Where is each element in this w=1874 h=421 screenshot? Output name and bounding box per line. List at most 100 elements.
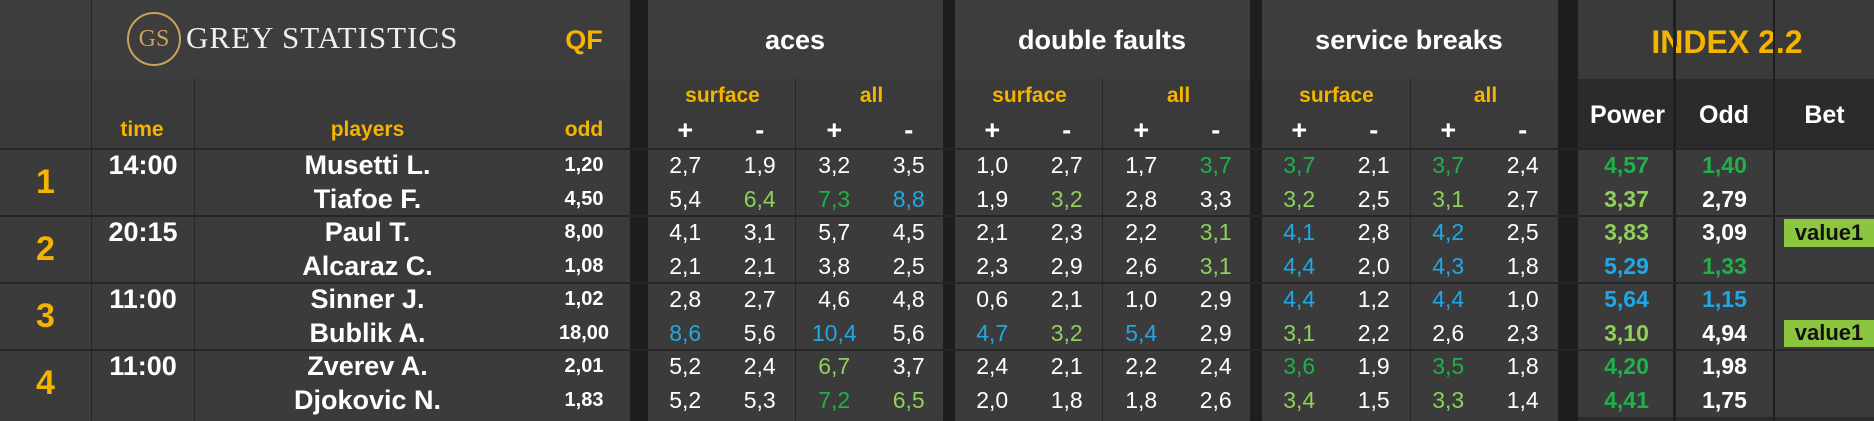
power-value: 4,41: [1604, 386, 1649, 413]
stat-value: 1,8: [1506, 353, 1539, 380]
stat-value: 1,0: [976, 152, 1009, 179]
stat-value: 3,7: [1199, 152, 1232, 179]
stat-value: 2,9: [1199, 286, 1232, 313]
match-rank: 3: [36, 297, 55, 335]
player-odd: 4,50: [564, 187, 604, 210]
player-name: Bublik A.: [309, 317, 426, 348]
index-odd-value: 3,09: [1702, 219, 1747, 246]
power-value: 3,83: [1604, 219, 1649, 246]
stat-value: 4,5: [892, 219, 925, 246]
match-time: 20:15: [108, 217, 178, 248]
group-double-faults: double faults: [1018, 24, 1186, 55]
row-separator: [0, 215, 1874, 217]
stat-value: 1,0: [1506, 286, 1539, 313]
stat-value: 3,1: [1283, 319, 1316, 346]
player-name: Tiafoe F.: [313, 183, 422, 214]
stat-value: 3,1: [1199, 252, 1232, 279]
bet-badge: value1: [1784, 319, 1874, 347]
stat-value: 2,2: [1125, 219, 1158, 246]
round-label: QF: [565, 24, 603, 55]
stat-value: 3,6: [1283, 353, 1316, 380]
stat-value: 5,2: [669, 353, 702, 380]
stat-value: 3,2: [1283, 185, 1316, 212]
stat-value: 2,7: [1050, 152, 1083, 179]
index-odd-value: 1,98: [1702, 353, 1747, 380]
index-odd-value: 1,40: [1702, 152, 1747, 179]
sub-divider: [795, 79, 796, 421]
index-odd-value: 1,33: [1702, 252, 1747, 279]
player-name: Alcaraz C.: [302, 250, 433, 281]
stat-value: 2,1: [743, 252, 776, 279]
player-odd: 8,00: [564, 221, 604, 244]
sub-divider: [1410, 79, 1411, 421]
power-value: 4,20: [1604, 353, 1649, 380]
stat-value: 3,2: [818, 152, 851, 179]
stat-value: 2,3: [1506, 319, 1539, 346]
stat-value: 2,1: [1050, 286, 1083, 313]
stat-value: 3,8: [818, 252, 851, 279]
col-power: Power: [1589, 100, 1666, 129]
stat-value: 1,9: [976, 185, 1009, 212]
power-value: 4,57: [1604, 152, 1649, 179]
stat-value: 3,3: [1199, 185, 1232, 212]
col-plus: +: [1440, 114, 1457, 145]
col-divider: [91, 0, 92, 421]
stat-value: 7,2: [818, 386, 851, 413]
col-surface: surface: [992, 84, 1067, 107]
stat-value: 2,1: [1357, 152, 1390, 179]
col-minus: -: [755, 114, 765, 145]
col-minus: -: [1062, 114, 1072, 145]
stat-value: 2,8: [669, 286, 702, 313]
match-time: 14:00: [108, 150, 178, 181]
index-odd-value: 1,15: [1702, 286, 1747, 313]
col-minus: -: [904, 114, 914, 145]
stat-value: 3,3: [1432, 386, 1465, 413]
stat-value: 5,7: [818, 219, 851, 246]
stat-value: 0,6: [976, 286, 1009, 313]
stat-value: 2,7: [669, 152, 702, 179]
stat-value: 6,4: [743, 185, 776, 212]
index-title: INDEX 2.2: [1651, 23, 1803, 60]
stat-value: 8,6: [669, 319, 702, 346]
stat-value: 2,1: [1050, 353, 1083, 380]
col-odd: odd: [564, 118, 604, 141]
stat-value: 1,4: [1506, 386, 1539, 413]
stat-value: 4,4: [1432, 286, 1465, 313]
stat-value: 5,6: [892, 319, 925, 346]
col-bet: Bet: [1804, 100, 1845, 129]
stat-value: 4,1: [1283, 219, 1316, 246]
sub-divider: [1102, 79, 1103, 421]
stat-value: 7,3: [818, 185, 851, 212]
col-all: all: [859, 84, 884, 107]
col-surface: surface: [685, 84, 760, 107]
stat-value: 4,8: [892, 286, 925, 313]
row-separator: [0, 349, 1874, 351]
col-odd2: Odd: [1699, 100, 1749, 129]
col-plus: +: [984, 114, 1001, 145]
stat-value: 2,8: [1125, 185, 1158, 212]
stat-value: 2,9: [1199, 319, 1232, 346]
stat-value: 6,5: [892, 386, 925, 413]
stat-value: 3,4: [1283, 386, 1316, 413]
index-divider: [1673, 0, 1676, 421]
stat-value: 8,8: [892, 185, 925, 212]
col-surface: surface: [1299, 84, 1374, 107]
stat-value: 1,8: [1050, 386, 1083, 413]
stat-value: 5,2: [669, 386, 702, 413]
power-value: 3,37: [1604, 185, 1649, 212]
player-odd: 1,83: [564, 388, 604, 411]
stat-value: 2,8: [1357, 219, 1390, 246]
power-value: 5,64: [1604, 286, 1649, 313]
index-odd-value: 2,79: [1702, 185, 1747, 212]
stat-value: 4,7: [976, 319, 1009, 346]
col-minus: -: [1211, 114, 1221, 145]
player-name: Musetti L.: [304, 150, 431, 181]
stat-value: 1,5: [1357, 386, 1390, 413]
group-service-breaks: service breaks: [1315, 24, 1503, 55]
col-divider: [194, 79, 195, 421]
match-rank: 1: [36, 163, 55, 201]
col-minus: -: [1518, 114, 1528, 145]
group-divider: [1250, 0, 1262, 421]
stat-value: 5,4: [1125, 319, 1158, 346]
